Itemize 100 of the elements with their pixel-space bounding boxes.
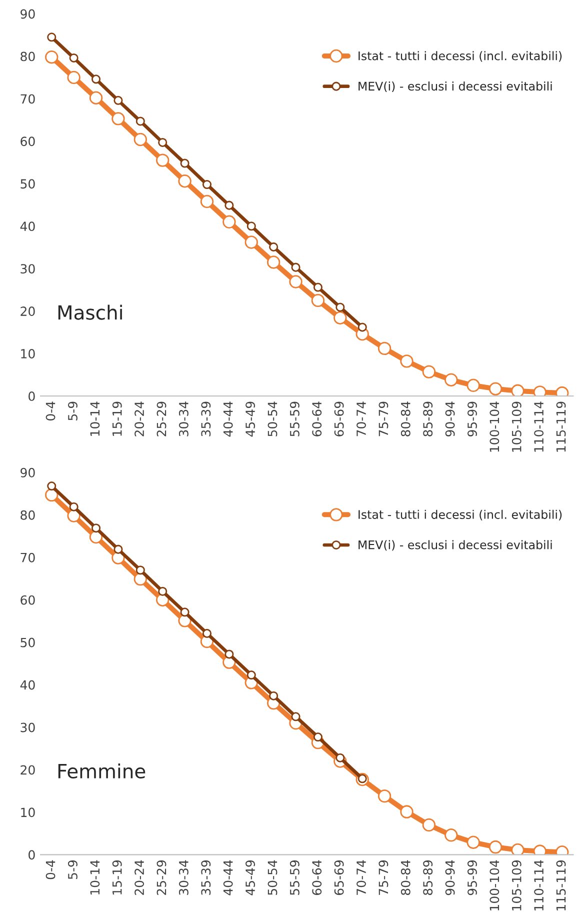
x-tick-label: 25-29 bbox=[156, 860, 166, 895]
point bbox=[444, 828, 458, 842]
annotation: Maschi bbox=[58, 304, 122, 320]
point bbox=[422, 365, 436, 378]
point bbox=[136, 116, 145, 126]
x-tick-label: 30-34 bbox=[178, 402, 188, 436]
point bbox=[378, 342, 392, 356]
y-tick-label: 80 bbox=[20, 510, 35, 520]
y-tick-label: 0 bbox=[28, 391, 35, 401]
x-tick-label: 5-9 bbox=[68, 402, 78, 420]
x-tick-label: 15-19 bbox=[112, 402, 122, 436]
point bbox=[313, 732, 322, 742]
point bbox=[400, 354, 414, 368]
x-tick-label: 80-84 bbox=[400, 402, 410, 436]
point bbox=[200, 194, 214, 208]
x-tick-label: 40-44 bbox=[223, 402, 233, 437]
point bbox=[266, 256, 280, 269]
y-tick-label: 90 bbox=[20, 468, 35, 478]
point bbox=[289, 275, 302, 288]
x-tick-label: 100-104 bbox=[490, 860, 500, 910]
point bbox=[246, 222, 256, 231]
y-tick-label: 10 bbox=[21, 349, 35, 358]
x-tick-label: 105-109 bbox=[512, 860, 522, 910]
point bbox=[156, 154, 170, 167]
x-tick-label: 100-104 bbox=[490, 402, 500, 452]
x-tick-label: 70-74 bbox=[356, 402, 366, 436]
point bbox=[178, 174, 192, 188]
x-tick-label: 35-39 bbox=[201, 402, 211, 436]
x-tick-label: 75-79 bbox=[378, 402, 388, 436]
x-tick-label: 70-74 bbox=[356, 860, 366, 895]
point bbox=[466, 836, 480, 849]
x-tick-label: 65-69 bbox=[334, 860, 344, 895]
x-tick-label: 90-94 bbox=[445, 402, 455, 436]
legend-label: MEV(i) - esclusi i decessi evitabili bbox=[358, 81, 552, 92]
y-tick-label: 20 bbox=[20, 765, 35, 775]
x-tick-label: 5-9 bbox=[68, 860, 78, 879]
x-tick-label: 85-89 bbox=[423, 402, 433, 436]
x-tick-label: 65-69 bbox=[334, 402, 344, 436]
point bbox=[89, 91, 103, 104]
x-tick-label: 50-54 bbox=[268, 402, 278, 436]
y-tick-label: 20 bbox=[20, 306, 35, 316]
y-tick-label: 30 bbox=[20, 722, 35, 732]
point bbox=[488, 382, 502, 396]
point bbox=[158, 586, 168, 596]
x-tick-label: 60-64 bbox=[312, 402, 322, 436]
x-tick-label: 50-54 bbox=[268, 860, 278, 895]
point bbox=[47, 32, 56, 42]
x-tick-label: 60-64 bbox=[312, 860, 322, 895]
point bbox=[222, 215, 236, 228]
x-tick-label: 35-39 bbox=[201, 860, 211, 895]
point bbox=[69, 502, 78, 512]
y-tick-label: 0 bbox=[28, 850, 35, 860]
x-tick-label: 105-109 bbox=[512, 402, 522, 452]
point bbox=[67, 70, 80, 84]
point bbox=[358, 322, 367, 332]
legend-label: MEV(i) - esclusi i decessi evitabili bbox=[358, 540, 552, 551]
point bbox=[311, 294, 325, 308]
x-tick-label: 115-119 bbox=[556, 860, 566, 910]
annotation: Femmine bbox=[58, 763, 146, 778]
point bbox=[92, 524, 101, 533]
y-tick-label: 80 bbox=[20, 52, 35, 62]
x-tick-label: 10-14 bbox=[90, 402, 100, 436]
x-tick-label: 10-14 bbox=[90, 860, 100, 894]
y-tick-label: 10 bbox=[21, 808, 35, 818]
legend-label: Istat - tutti i decessi (incl. evitabili) bbox=[358, 51, 562, 62]
point bbox=[246, 670, 256, 680]
point bbox=[92, 74, 101, 84]
point bbox=[444, 373, 458, 386]
point bbox=[291, 262, 300, 272]
point bbox=[244, 236, 258, 249]
x-tick-label: 115-119 bbox=[556, 402, 566, 452]
point bbox=[533, 386, 547, 396]
x-tick-label: 95-99 bbox=[468, 402, 477, 436]
x-tick-label: 20-24 bbox=[134, 402, 144, 436]
x-tick-label: 20-24 bbox=[134, 860, 144, 895]
y-tick-label: 30 bbox=[20, 264, 35, 274]
point bbox=[114, 544, 123, 554]
point bbox=[334, 311, 347, 324]
x-tick-label: 95-99 bbox=[468, 860, 477, 896]
point bbox=[336, 302, 345, 312]
point bbox=[511, 384, 524, 396]
point bbox=[180, 158, 190, 168]
point bbox=[47, 482, 56, 491]
point bbox=[202, 180, 212, 190]
point bbox=[313, 282, 322, 292]
x-tick-label: 0-4 bbox=[46, 402, 56, 420]
x-tick-label: 30-34 bbox=[178, 860, 188, 895]
point bbox=[291, 712, 300, 722]
point bbox=[269, 691, 278, 700]
point bbox=[112, 112, 125, 126]
point bbox=[134, 132, 148, 146]
legend-label: Istat - tutti i decessi (incl. evitabili) bbox=[358, 510, 562, 520]
x-tick-label: 45-49 bbox=[246, 402, 256, 437]
x-tick-label: 110-114 bbox=[534, 402, 544, 452]
point bbox=[378, 789, 392, 803]
x-tick-label: 75-79 bbox=[378, 860, 388, 895]
y-tick-label: 70 bbox=[20, 94, 35, 104]
point bbox=[466, 378, 480, 392]
x-tick-label: 85-89 bbox=[423, 860, 433, 896]
x-tick-label: 45-49 bbox=[246, 860, 256, 896]
